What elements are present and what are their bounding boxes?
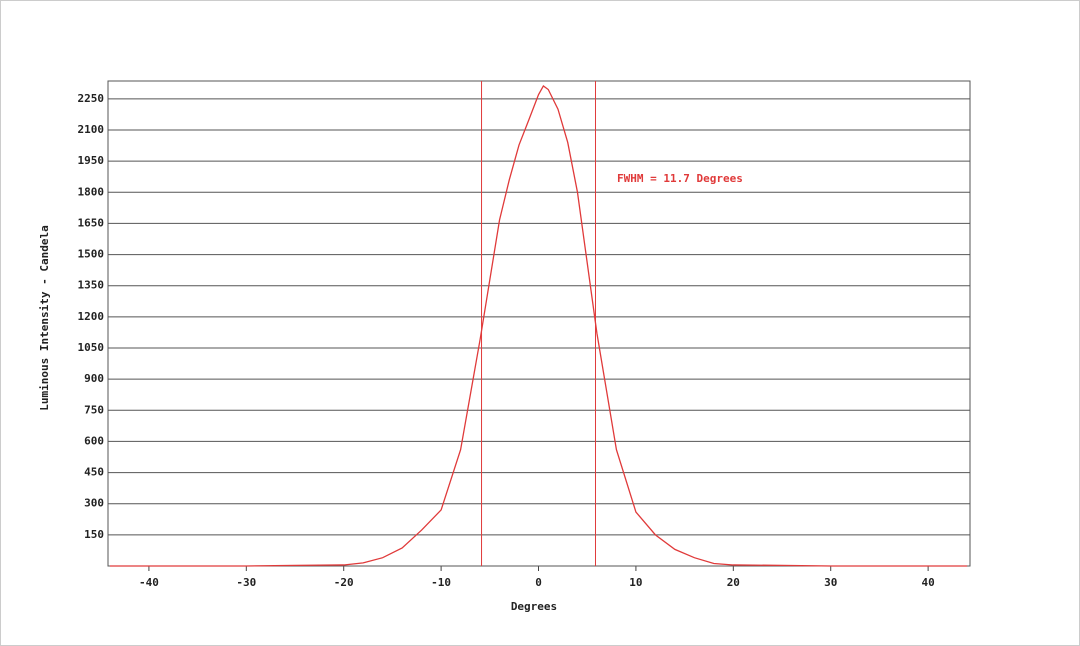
y-tick-label: 150 xyxy=(84,528,104,541)
x-tick-label: 20 xyxy=(727,576,740,589)
y-tick-label: 1200 xyxy=(78,310,105,323)
y-tick-label: 1350 xyxy=(78,279,105,292)
plot-area xyxy=(107,80,971,567)
x-tick-label: -20 xyxy=(334,576,354,589)
x-tick-label: 40 xyxy=(921,576,934,589)
x-tick-label: 30 xyxy=(824,576,837,589)
x-tick-label: -30 xyxy=(236,576,256,589)
y-tick-label: 2250 xyxy=(78,92,105,105)
x-tick-label: -10 xyxy=(431,576,451,589)
y-tick-label: 1950 xyxy=(78,154,105,167)
y-tick-label: 1650 xyxy=(78,216,105,229)
x-tick-label: -40 xyxy=(139,576,159,589)
y-tick-label: 900 xyxy=(84,372,104,385)
annotation: FWHM = 11.7 Degrees xyxy=(617,172,743,185)
y-tick-label: 300 xyxy=(84,497,104,510)
y-tick-label: 1500 xyxy=(78,248,105,261)
y-tick-label: 750 xyxy=(84,403,104,416)
x-tick-label: 10 xyxy=(629,576,642,589)
x-axis-label: Degrees xyxy=(511,600,557,613)
y-tick-label: 2100 xyxy=(78,123,105,136)
curve xyxy=(109,85,968,567)
y-tick-label: 600 xyxy=(84,434,104,447)
y-axis-label: Luminous Intensity - Candela xyxy=(38,225,51,410)
y-tick-label: 1050 xyxy=(78,341,105,354)
y-tick-label: 1800 xyxy=(78,185,105,198)
x-tick-label: 0 xyxy=(535,576,542,589)
y-tick-label: 450 xyxy=(84,466,104,479)
